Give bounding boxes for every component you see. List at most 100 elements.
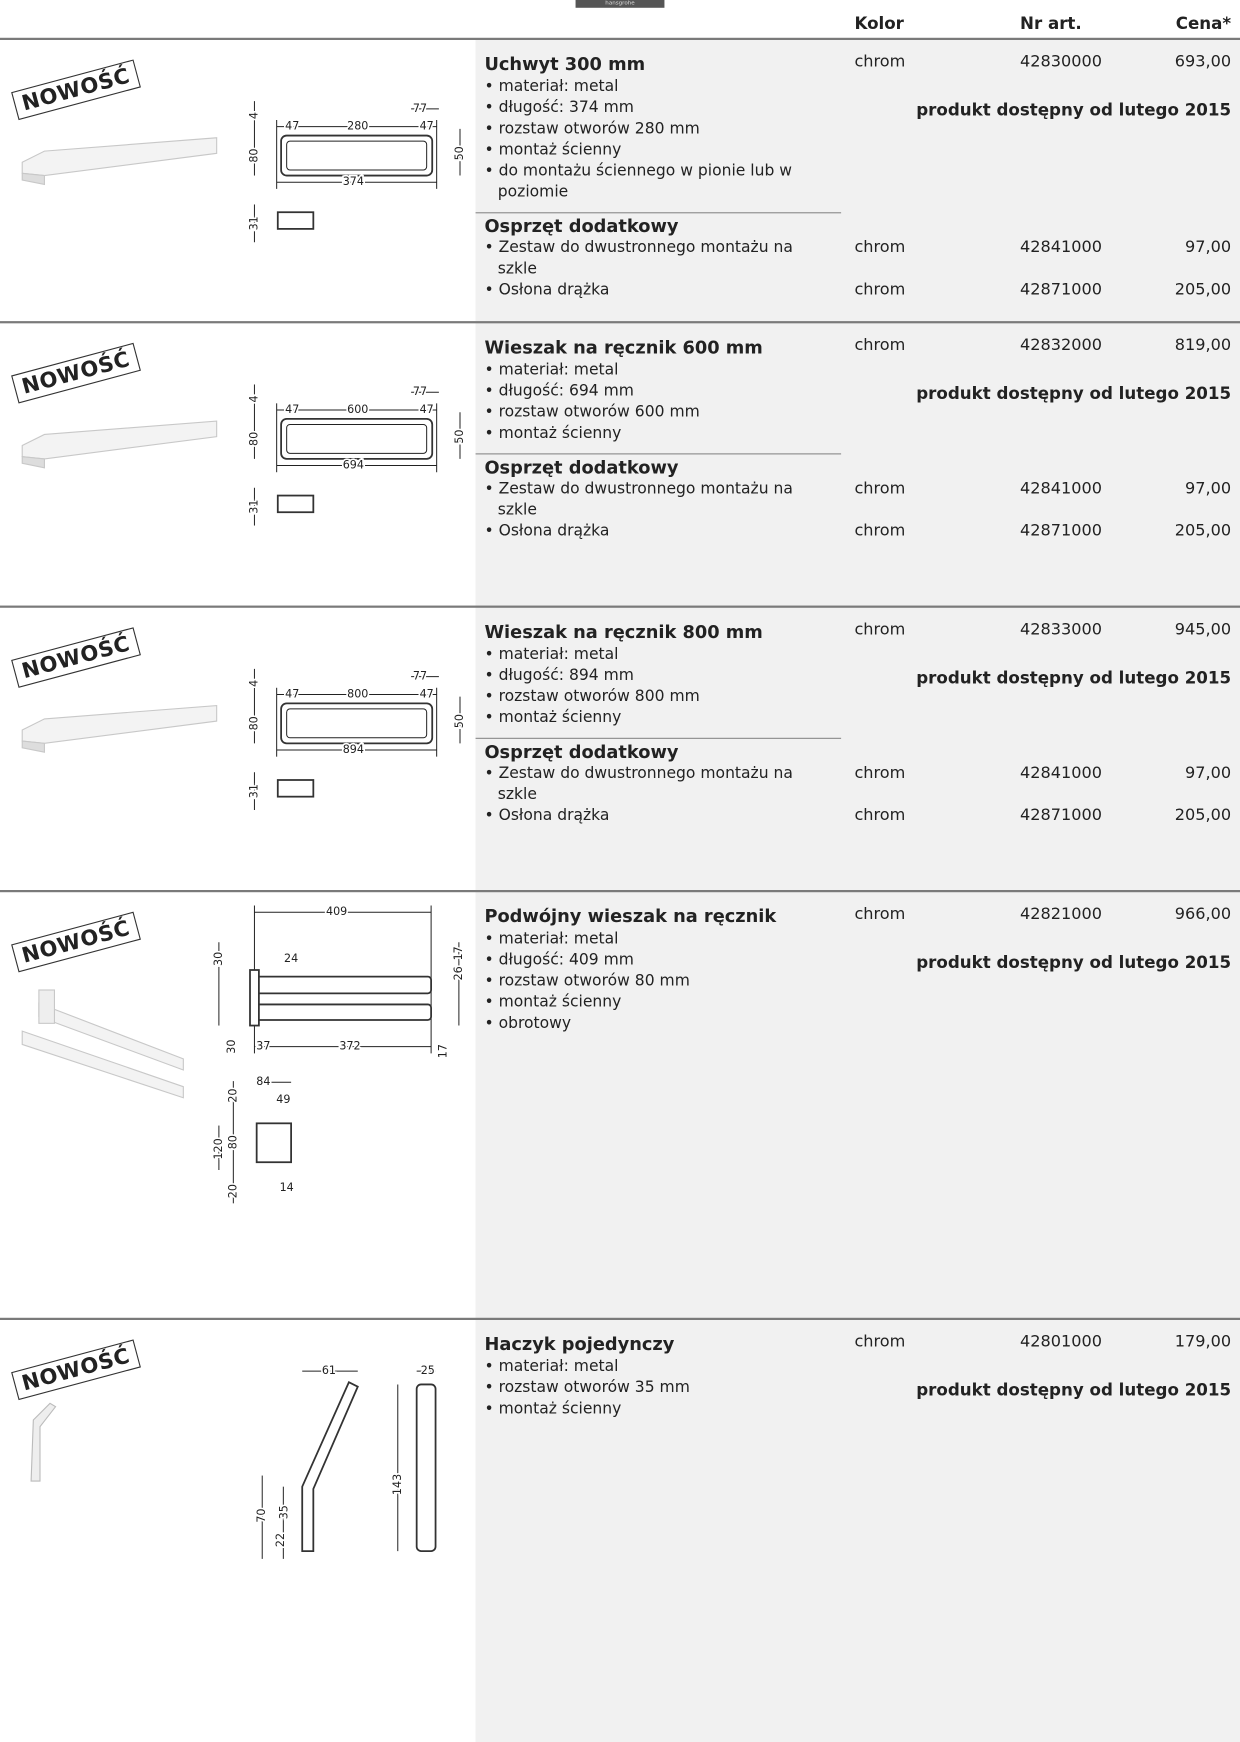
brand-bar: hansgrohe: [575, 0, 665, 8]
article-number: 42833000: [1019, 621, 1103, 639]
price: 966,00: [1174, 905, 1232, 924]
feature: • materiał: metal: [476, 929, 820, 950]
feature-text: długość: 374 mm: [498, 98, 634, 117]
product-title: Wieszak na ręcznik 600 mm: [484, 336, 763, 358]
bullet: •: [484, 238, 499, 257]
accessory-name: • Osłona drążka: [476, 521, 820, 542]
brand: hansgrohe: [605, 0, 635, 7]
dimension-label: 894: [343, 743, 364, 756]
bullet: •: [484, 764, 499, 783]
dimension-label: 30: [212, 952, 225, 966]
panel-background: [475, 1318, 1240, 1742]
feature-text: materiał: metal: [498, 77, 619, 96]
product-drawing: 4 47 600 77 47 80 50 694 31: [21, 384, 468, 526]
color: chrom: [854, 238, 906, 257]
product-drawing: 4 47 800 77 47 80 50 894 31: [21, 668, 468, 810]
accessory-name: • Osłona drążka: [476, 806, 820, 827]
product-drawing: 409 30 24 17 26 30 37 372 17 20 84 49 120 80 20 14: [21, 904, 467, 1204]
dimension-label: 372: [339, 1040, 360, 1053]
bullet: •: [484, 361, 499, 379]
drawing-shape: [38, 989, 55, 1024]
drawing-shape: [280, 134, 434, 177]
drawing-shape: [21, 420, 218, 460]
accessory-name: • Zestaw do dwustronnego montażu na szkl…: [476, 479, 820, 521]
feature-text: materiał: metal: [498, 929, 619, 948]
accessory-row: • Osłona drążka chrom 42871000 205,00: [476, 521, 1240, 542]
article-number: 42841000: [1019, 764, 1103, 783]
bullet: •: [484, 141, 499, 159]
separator: [0, 1317, 1240, 1320]
feature-text: rozstaw otworów 600 mm: [498, 403, 700, 422]
feature-text: montaż ścienny: [498, 993, 622, 1012]
feature-text: montaż ścienny: [498, 1399, 622, 1418]
color: chrom: [854, 479, 906, 498]
dimension-label: 47: [420, 687, 434, 700]
product-info: Wieszak na ręcznik 800 mm chrom 42833000 94…: [475, 620, 1240, 827]
price: 945,00: [1174, 621, 1232, 639]
separator: [0, 605, 1240, 608]
feature: • długość: 374 mm: [476, 98, 820, 119]
bullet: •: [484, 666, 499, 685]
accessory-text: Zestaw do dwustronnego montażu na szkle: [497, 479, 793, 519]
panel-background: [475, 606, 1240, 892]
feature: • długość: 694 mm: [476, 381, 820, 402]
feature: • materiał: metal: [476, 77, 820, 98]
bullet: •: [484, 972, 499, 990]
dimension-label: 50: [453, 430, 466, 444]
drawing-shape: [21, 137, 218, 177]
dimension-label: 600: [347, 403, 368, 416]
bullet: •: [484, 951, 499, 969]
bullet: •: [484, 119, 499, 138]
dimension-label: 47: [285, 687, 299, 700]
feature: • długość: 409 mm: [476, 950, 820, 971]
drawing-shape: [280, 702, 434, 745]
article-number: 42871000: [1019, 522, 1103, 540]
dimension-label: 47: [420, 120, 434, 133]
availability: produkt dostępny od lutego 2015: [916, 383, 1232, 404]
bullet: •: [484, 162, 499, 180]
dimension-label: 77: [413, 102, 427, 115]
feature-text: rozstaw otworów 280 mm: [498, 119, 700, 138]
price: 205,00: [1174, 522, 1232, 540]
dimension-label: 50: [453, 714, 466, 728]
availability: produkt dostępny od lutego 2015: [916, 99, 1232, 120]
feature-text: długość: 894 mm: [498, 666, 634, 685]
feature: • do montażu ściennego w pionie lub w po…: [476, 161, 820, 203]
title-row: Podwójny wieszak na ręcznik chrom 42821000…: [476, 904, 1240, 928]
bullet: •: [484, 403, 499, 422]
feature: • montaż ścienny: [476, 1399, 820, 1420]
price: 205,00: [1174, 281, 1232, 299]
feature-text: obrotowy: [498, 1014, 572, 1033]
drawing-shape: [255, 1122, 292, 1164]
accessories: Osprzęt dodatkowy • Zestaw do dwustronneg…: [475, 737, 1231, 827]
drawing-shape: [21, 172, 45, 186]
drawing-shape: [286, 140, 428, 171]
dimension-label: 17: [436, 1044, 449, 1058]
bullet: •: [484, 1014, 499, 1033]
bullet: •: [484, 382, 499, 400]
dimension-label: 20: [226, 1088, 239, 1102]
bullet: •: [484, 77, 499, 96]
availability: produkt dostępny od lutego 2015: [916, 1379, 1232, 1400]
dimension-label: 17: [452, 946, 465, 960]
bullet: •: [484, 522, 499, 540]
product-drawing: 4 47 280 77 47 80 50 374 31: [21, 100, 468, 243]
product-info: Wieszak na ręcznik 600 mm chrom 42832000 81…: [475, 336, 1240, 543]
article-number: 42841000: [1019, 238, 1103, 257]
dimension-label: 47: [285, 120, 299, 133]
drawing-shape: [253, 975, 432, 995]
color: chrom: [854, 621, 906, 639]
drawing-shape: [38, 1002, 184, 1071]
accessory-row: • Osłona drążka chrom 42871000 205,00: [476, 806, 1240, 827]
product-drawing: 61 25 143 70 35 22: [30, 1362, 437, 1559]
accessory-row: • Osłona drążka chrom 42871000 205,00: [476, 280, 1240, 301]
drawing-shape: [249, 969, 260, 1027]
dimension-label: 80: [247, 716, 260, 730]
bullet: •: [484, 1357, 499, 1376]
column-header: Nr art.: [1019, 13, 1082, 34]
feature: • długość: 894 mm: [476, 666, 820, 687]
dimension-label: 20: [226, 1184, 239, 1198]
feature-text: rozstaw otworów 35 mm: [498, 1378, 690, 1397]
accessory-row: • Zestaw do dwustronnego montażu na szkl…: [476, 238, 1240, 280]
color: chrom: [854, 764, 906, 783]
